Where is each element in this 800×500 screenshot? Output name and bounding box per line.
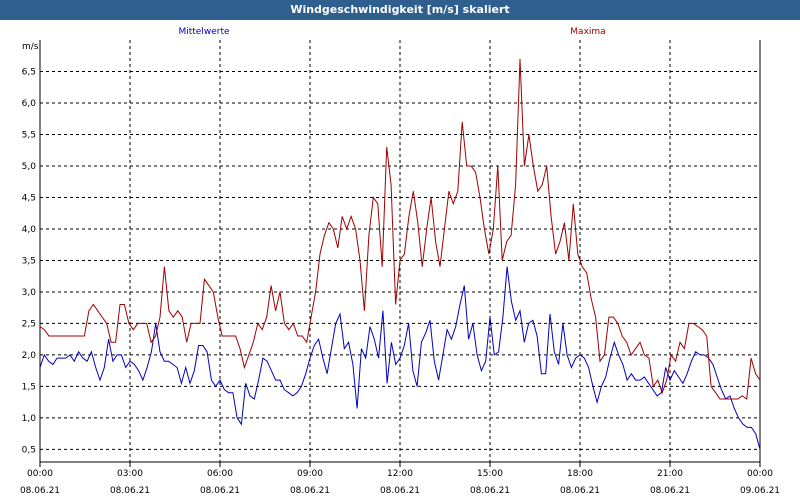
x-tick-time: 15:00 <box>477 469 503 479</box>
x-tick-time: 00:00 <box>27 469 53 479</box>
x-tick-time: 00:00 <box>747 469 773 479</box>
y-tick-label: 2,0 <box>22 351 37 361</box>
y-axis-label: m/s <box>22 42 39 52</box>
x-tick-date: 08.06.21 <box>470 486 510 496</box>
y-tick-label: 5,0 <box>22 162 37 172</box>
x-tick-time: 09:00 <box>297 469 323 479</box>
legend-mittelwerte: Mittelwerte <box>178 27 229 37</box>
y-tick-label: 1,0 <box>22 414 37 424</box>
y-tick-label: 0,5 <box>22 445 36 455</box>
x-tick-date: 08.06.21 <box>110 486 150 496</box>
y-tick-label: 6,5 <box>22 67 36 77</box>
window-title: Windgeschwindigkeit [m/s] skaliert <box>0 0 800 20</box>
x-tick-date: 08.06.21 <box>20 486 60 496</box>
x-tick-time: 03:00 <box>117 469 143 479</box>
x-tick-time: 12:00 <box>387 469 413 479</box>
y-tick-label: 5,5 <box>22 130 36 140</box>
x-tick-time: 06:00 <box>207 469 233 479</box>
x-tick-time: 21:00 <box>657 469 683 479</box>
mittelwerte-series-line <box>39 266 761 450</box>
line-chart: 0,51,01,52,02,53,03,54,04,55,05,56,06,5 … <box>20 27 780 496</box>
x-tick-date: 08.06.21 <box>290 486 330 496</box>
x-tick-date: 08.06.21 <box>200 486 240 496</box>
x-tick-date: 08.06.21 <box>380 486 420 496</box>
x-tick-time: 18:00 <box>567 469 593 479</box>
x-tick-date: 08.06.21 <box>560 486 600 496</box>
x-tick-date: 08.06.21 <box>650 486 690 496</box>
y-tick-label: 1,5 <box>22 382 36 392</box>
legend-maxima: Maxima <box>570 27 605 37</box>
y-tick-label: 2,5 <box>22 319 36 329</box>
y-tick-label: 3,5 <box>22 256 36 266</box>
y-tick-label: 4,0 <box>22 225 37 235</box>
y-tick-label: 6,0 <box>22 99 37 109</box>
y-tick-label: 3,0 <box>22 288 37 298</box>
x-tick-date: 09.06.21 <box>740 486 780 496</box>
y-tick-label: 4,5 <box>22 193 36 203</box>
maxima-series-line <box>39 58 761 400</box>
